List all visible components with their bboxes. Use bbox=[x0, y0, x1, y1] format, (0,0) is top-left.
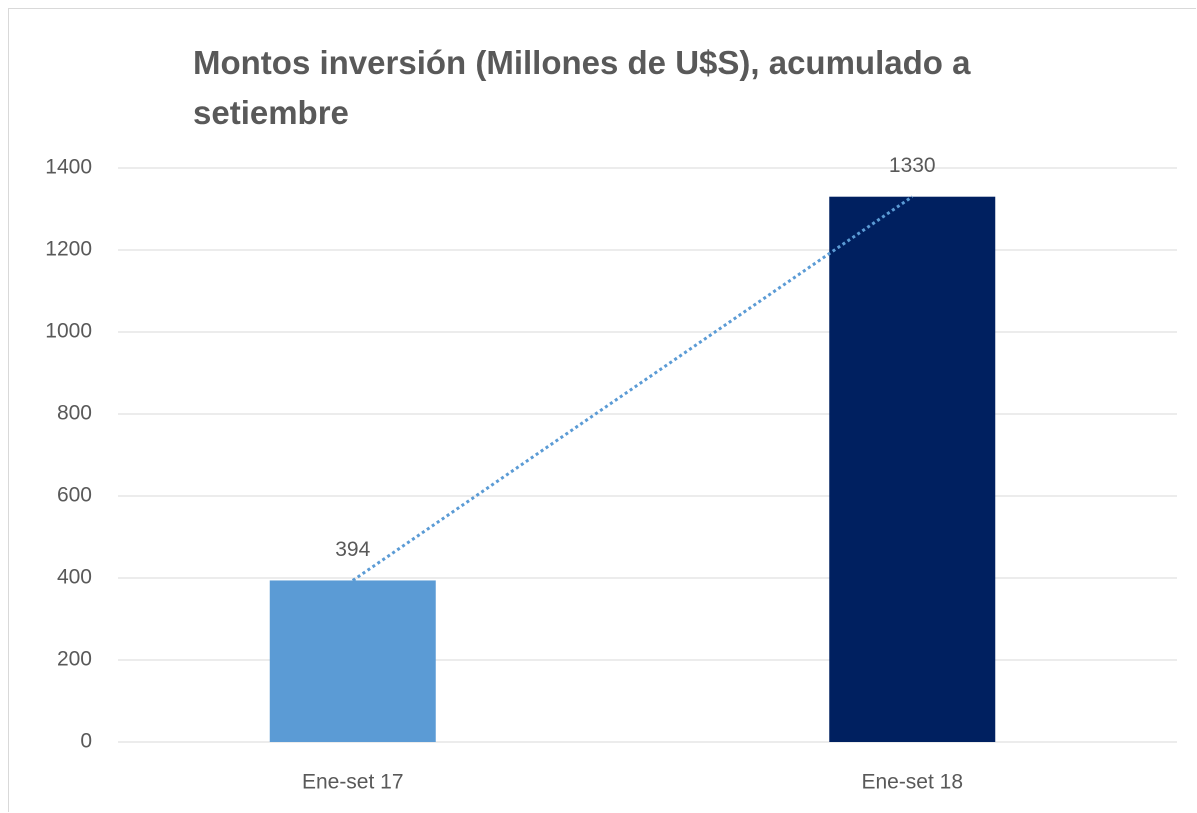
data-label: 1330 bbox=[889, 154, 936, 177]
x-tick-label: Ene-set 18 bbox=[861, 771, 963, 794]
y-tick-label: 0 bbox=[80, 730, 92, 753]
chart-title: Montos inversión (Millones de U$S), acum… bbox=[193, 44, 971, 131]
y-tick-label: 400 bbox=[57, 566, 92, 589]
chart-frame bbox=[8, 8, 1196, 812]
y-tick-label: 1400 bbox=[45, 156, 92, 179]
x-tick-label: Ene-set 17 bbox=[302, 771, 404, 794]
y-tick-label: 800 bbox=[57, 402, 92, 425]
y-tick-label: 200 bbox=[57, 648, 92, 671]
data-label: 394 bbox=[335, 538, 370, 561]
y-tick-label: 600 bbox=[57, 484, 92, 507]
bar bbox=[829, 196, 996, 742]
y-tick-label: 1000 bbox=[45, 320, 92, 343]
y-tick-label: 1200 bbox=[45, 238, 92, 261]
bar bbox=[269, 580, 436, 742]
trendline bbox=[351, 195, 914, 582]
